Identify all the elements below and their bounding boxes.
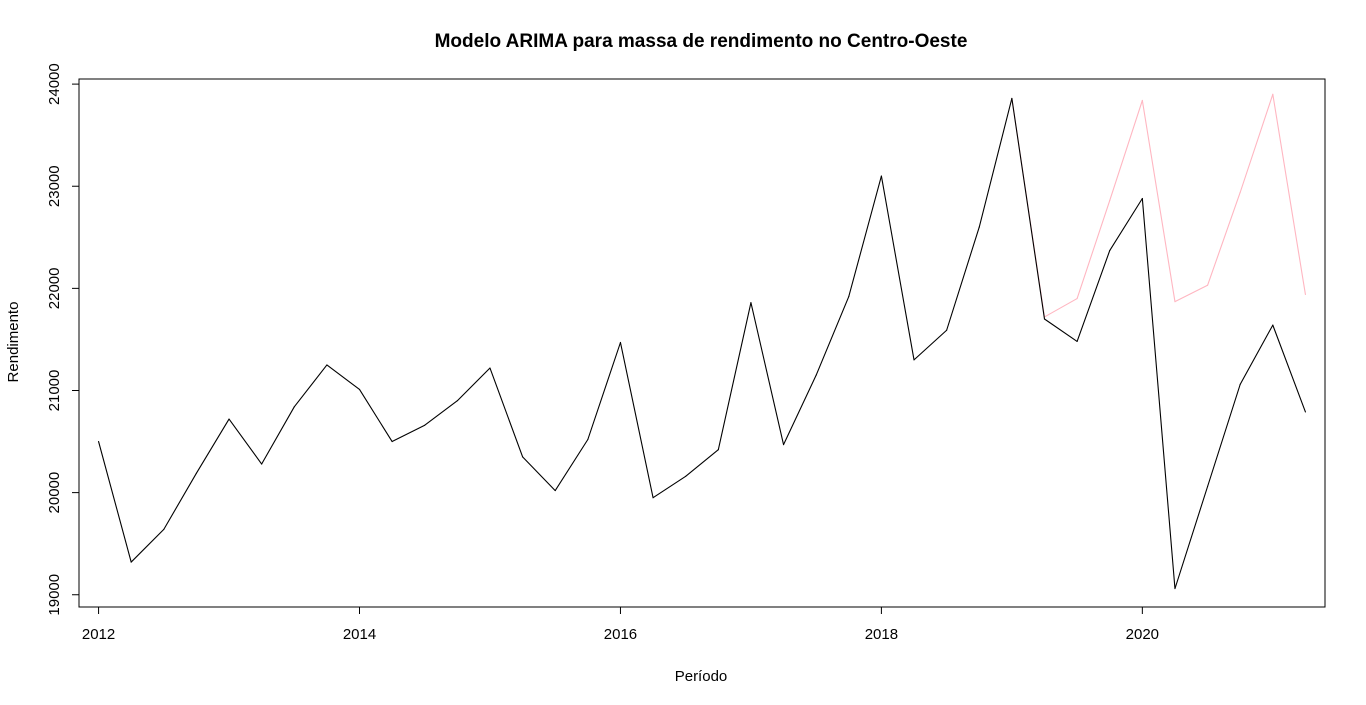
- x-axis-label: Período: [675, 668, 728, 685]
- y-axis: 19000 20000 21000 22000 23000 24000: [46, 63, 80, 616]
- x-axis: 2012 2014 2016 2018 2020: [82, 606, 1159, 643]
- plot-frame: [78, 78, 1326, 608]
- series-segment: [1043, 298, 1078, 318]
- series-segment: [1239, 93, 1274, 193]
- series-segment: [880, 175, 915, 361]
- series-segment: [456, 367, 491, 402]
- series-segment: [815, 295, 850, 376]
- y-tick-label: 20000: [46, 472, 63, 514]
- series-segment: [1174, 284, 1209, 303]
- series-segment: [1076, 199, 1111, 300]
- series-segment: [391, 424, 426, 443]
- series-segment: [228, 418, 263, 465]
- series-segment: [1076, 250, 1111, 343]
- series-segment: [1272, 93, 1306, 296]
- series-segment: [1109, 99, 1143, 202]
- x-tick-label: 2016: [604, 626, 637, 643]
- series-segment: [1011, 97, 1046, 320]
- series-segment: [750, 302, 785, 446]
- series-segment: [587, 341, 622, 441]
- series-segment: [1141, 99, 1176, 303]
- y-tick-label: 23000: [46, 165, 63, 207]
- y-tick-label: 22000: [46, 268, 63, 310]
- series-segment: [326, 364, 361, 391]
- series-segment: [913, 329, 948, 361]
- y-tick-label: 19000: [46, 574, 63, 616]
- series-segment: [717, 302, 752, 451]
- series-segment: [1141, 197, 1176, 590]
- series-segment: [358, 388, 393, 443]
- series-segment: [522, 456, 556, 492]
- series-segment: [261, 406, 295, 465]
- series-line: [1011, 93, 1306, 318]
- series-segment: [293, 364, 328, 408]
- y-tick-label: 24000: [46, 63, 63, 105]
- series-segment: [1207, 383, 1241, 488]
- x-tick-label: 2020: [1126, 626, 1159, 643]
- series-segment: [782, 374, 817, 446]
- series-segment: [1043, 318, 1078, 343]
- series-segment: [130, 528, 165, 563]
- series-segment: [1272, 324, 1306, 413]
- x-tick-label: 2018: [865, 626, 898, 643]
- series-segment: [195, 418, 230, 474]
- series-segment: [1174, 485, 1209, 590]
- series-line: [98, 97, 1306, 590]
- series-segment: [163, 472, 197, 530]
- series-segment: [554, 438, 589, 492]
- x-tick-label: 2012: [82, 626, 115, 643]
- series-segment: [424, 400, 458, 426]
- chart-title: Modelo ARIMA para massa de rendimento no…: [435, 31, 968, 52]
- series-segment: [946, 226, 980, 331]
- series-segment: [978, 97, 1013, 228]
- series-layer: [98, 93, 1306, 590]
- x-tick-label: 2014: [343, 626, 376, 643]
- series-segment: [489, 367, 524, 458]
- series-segment: [848, 175, 882, 298]
- series-segment: [619, 341, 654, 499]
- series-segment: [1207, 191, 1241, 286]
- series-segment: [652, 475, 687, 499]
- series-segment: [1109, 197, 1143, 252]
- series-segment: [98, 441, 132, 563]
- series-segment: [1239, 324, 1274, 385]
- y-axis-label: Rendimento: [5, 302, 22, 383]
- y-tick-label: 21000: [46, 370, 63, 412]
- series-segment: [685, 449, 719, 477]
